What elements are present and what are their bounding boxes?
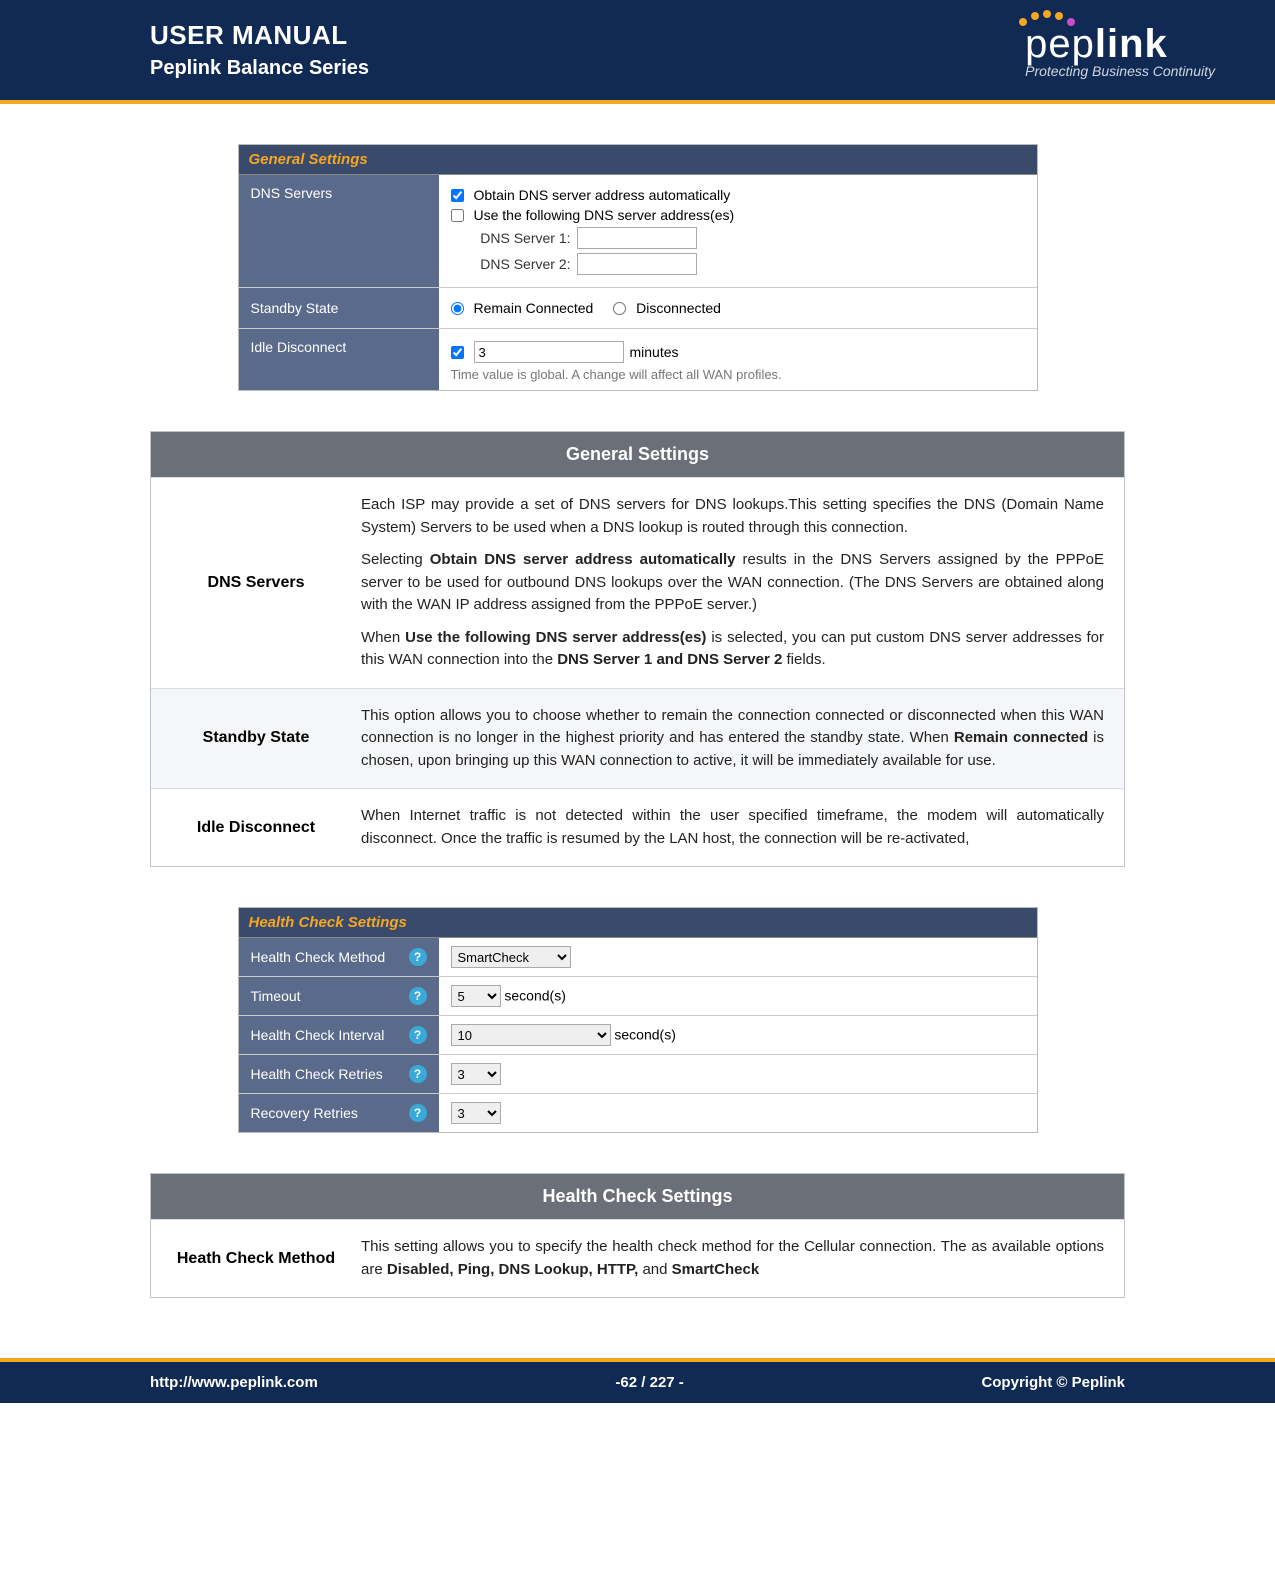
- footer-url: http://www.peplink.com: [150, 1374, 318, 1391]
- label-hc-method: Health Check Method ?: [239, 938, 439, 976]
- row-hc-interval: Health Check Interval ? 10 second(s): [239, 1016, 1037, 1055]
- logo-text-light: pep: [1025, 22, 1095, 66]
- radio-remain-connected[interactable]: [451, 302, 464, 315]
- row-hc-recovery: Recovery Retries ? 3: [239, 1094, 1037, 1132]
- value-hc-interval: 10 second(s): [439, 1016, 1037, 1054]
- row-standby-state: Standby State Remain Connected Disconnec…: [239, 288, 1037, 329]
- label-idle-unit: minutes: [630, 344, 679, 360]
- value-hc-timeout: 5 second(s): [439, 977, 1037, 1015]
- panel-title-general: General Settings: [239, 145, 1037, 175]
- desc-row-idle: Idle Disconnect When Internet traffic is…: [151, 788, 1124, 866]
- desc-label-standby: Standby State: [151, 689, 361, 789]
- desc-dns-p1: Each ISP may provide a set of DNS server…: [361, 494, 1104, 539]
- radio-disconnected[interactable]: [613, 302, 626, 315]
- row-idle-disconnect: Idle Disconnect minutes Time value is gl…: [239, 329, 1037, 390]
- footer-copyright: Copyright © Peplink: [981, 1374, 1125, 1391]
- value-hc-recovery: 3: [439, 1094, 1037, 1132]
- row-hc-method: Health Check Method ? SmartCheck: [239, 938, 1037, 977]
- input-idle-minutes[interactable]: [474, 341, 624, 363]
- page-root: USER MANUAL Peplink Balance Series pepli…: [0, 0, 1275, 1403]
- label-dns-server-1: DNS Server 1:: [451, 230, 571, 246]
- select-hc-method[interactable]: SmartCheck: [451, 946, 571, 968]
- desc-row-standby: Standby State This option allows you to …: [151, 688, 1124, 789]
- label-hc-retries: Health Check Retries ?: [239, 1055, 439, 1093]
- desc-body-idle: When Internet traffic is not detected wi…: [361, 789, 1124, 866]
- logo-dots-icon: [1015, 8, 1075, 28]
- desc-body-hc-method: This setting allows you to specify the h…: [361, 1220, 1124, 1297]
- desc-body-standby: This option allows you to choose whether…: [361, 689, 1124, 789]
- desc-header-general: General Settings: [151, 432, 1124, 477]
- help-icon[interactable]: ?: [409, 948, 427, 966]
- select-hc-interval[interactable]: 10: [451, 1024, 611, 1046]
- doc-footer: http://www.peplink.com -62 / 227 - Copyr…: [0, 1362, 1275, 1403]
- doc-header: USER MANUAL Peplink Balance Series pepli…: [0, 0, 1275, 100]
- label-disconnected: Disconnected: [636, 300, 721, 316]
- help-icon[interactable]: ?: [409, 1065, 427, 1083]
- unit-hc-timeout: second(s): [504, 988, 565, 1004]
- desc-row-hc-method: Heath Check Method This setting allows y…: [151, 1219, 1124, 1297]
- row-hc-retries: Health Check Retries ? 3: [239, 1055, 1037, 1094]
- row-hc-timeout: Timeout ? 5 second(s): [239, 977, 1037, 1016]
- unit-hc-interval: second(s): [614, 1027, 675, 1043]
- label-hc-recovery: Recovery Retries ?: [239, 1094, 439, 1132]
- note-idle-global: Time value is global. A change will affe…: [451, 367, 1025, 382]
- desc-standby-p1: This option allows you to choose whether…: [361, 705, 1104, 773]
- help-icon[interactable]: ?: [409, 987, 427, 1005]
- desc-row-dns: DNS Servers Each ISP may provide a set o…: [151, 477, 1124, 688]
- value-idle-disconnect: minutes Time value is global. A change w…: [439, 329, 1037, 390]
- label-obtain-dns-auto: Obtain DNS server address automatically: [474, 187, 731, 203]
- label-dns-servers: DNS Servers: [239, 175, 439, 287]
- desc-header-health: Health Check Settings: [151, 1174, 1124, 1219]
- input-dns-server-1[interactable]: [577, 227, 697, 249]
- value-hc-method: SmartCheck: [439, 938, 1037, 976]
- doc-title: USER MANUAL: [150, 20, 369, 51]
- logo-text: peplink: [1025, 22, 1168, 66]
- help-icon[interactable]: ?: [409, 1026, 427, 1044]
- value-standby-state: Remain Connected Disconnected: [439, 288, 1037, 328]
- desc-label-hc-method: Heath Check Method: [151, 1220, 361, 1297]
- header-titles: USER MANUAL Peplink Balance Series: [150, 20, 369, 80]
- label-dns-server-2: DNS Server 2:: [451, 256, 571, 272]
- help-icon[interactable]: ?: [409, 1104, 427, 1122]
- desc-dns-p2: Selecting Obtain DNS server address auto…: [361, 549, 1104, 617]
- doc-subtitle: Peplink Balance Series: [150, 57, 369, 80]
- checkbox-idle-disconnect[interactable]: [451, 346, 464, 359]
- input-dns-server-2[interactable]: [577, 253, 697, 275]
- row-dns-servers: DNS Servers Obtain DNS server address au…: [239, 175, 1037, 288]
- desc-idle-p1: When Internet traffic is not detected wi…: [361, 805, 1104, 850]
- general-settings-desc-table: General Settings DNS Servers Each ISP ma…: [150, 431, 1125, 867]
- checkbox-use-following-dns[interactable]: [451, 209, 464, 222]
- panel-title-health: Health Check Settings: [239, 908, 1037, 938]
- desc-hc-method-p1: This setting allows you to specify the h…: [361, 1236, 1104, 1281]
- label-hc-interval: Health Check Interval ?: [239, 1016, 439, 1054]
- desc-label-dns: DNS Servers: [151, 478, 361, 688]
- content-area: General Settings DNS Servers Obtain DNS …: [0, 104, 1275, 1358]
- brand-logo: peplink Protecting Business Continuity: [1025, 0, 1215, 100]
- label-standby-state: Standby State: [239, 288, 439, 328]
- select-hc-timeout[interactable]: 5: [451, 985, 501, 1007]
- label-use-following-dns: Use the following DNS server address(es): [474, 207, 735, 223]
- label-idle-disconnect: Idle Disconnect: [239, 329, 439, 390]
- label-remain-connected: Remain Connected: [474, 300, 594, 316]
- desc-body-dns: Each ISP may provide a set of DNS server…: [361, 478, 1124, 688]
- health-check-desc-table: Health Check Settings Heath Check Method…: [150, 1173, 1125, 1298]
- health-check-panel: Health Check Settings Health Check Metho…: [238, 907, 1038, 1133]
- select-hc-recovery[interactable]: 3: [451, 1102, 501, 1124]
- select-hc-retries[interactable]: 3: [451, 1063, 501, 1085]
- desc-label-idle: Idle Disconnect: [151, 789, 361, 866]
- checkbox-obtain-dns-auto[interactable]: [451, 189, 464, 202]
- logo-text-bold: link: [1095, 22, 1168, 66]
- label-hc-timeout: Timeout ?: [239, 977, 439, 1015]
- footer-page-number: -62 / 227 -: [615, 1374, 683, 1391]
- general-settings-panel: General Settings DNS Servers Obtain DNS …: [238, 144, 1038, 391]
- desc-dns-p3: When Use the following DNS server addres…: [361, 627, 1104, 672]
- value-hc-retries: 3: [439, 1055, 1037, 1093]
- value-dns-servers: Obtain DNS server address automatically …: [439, 175, 1037, 287]
